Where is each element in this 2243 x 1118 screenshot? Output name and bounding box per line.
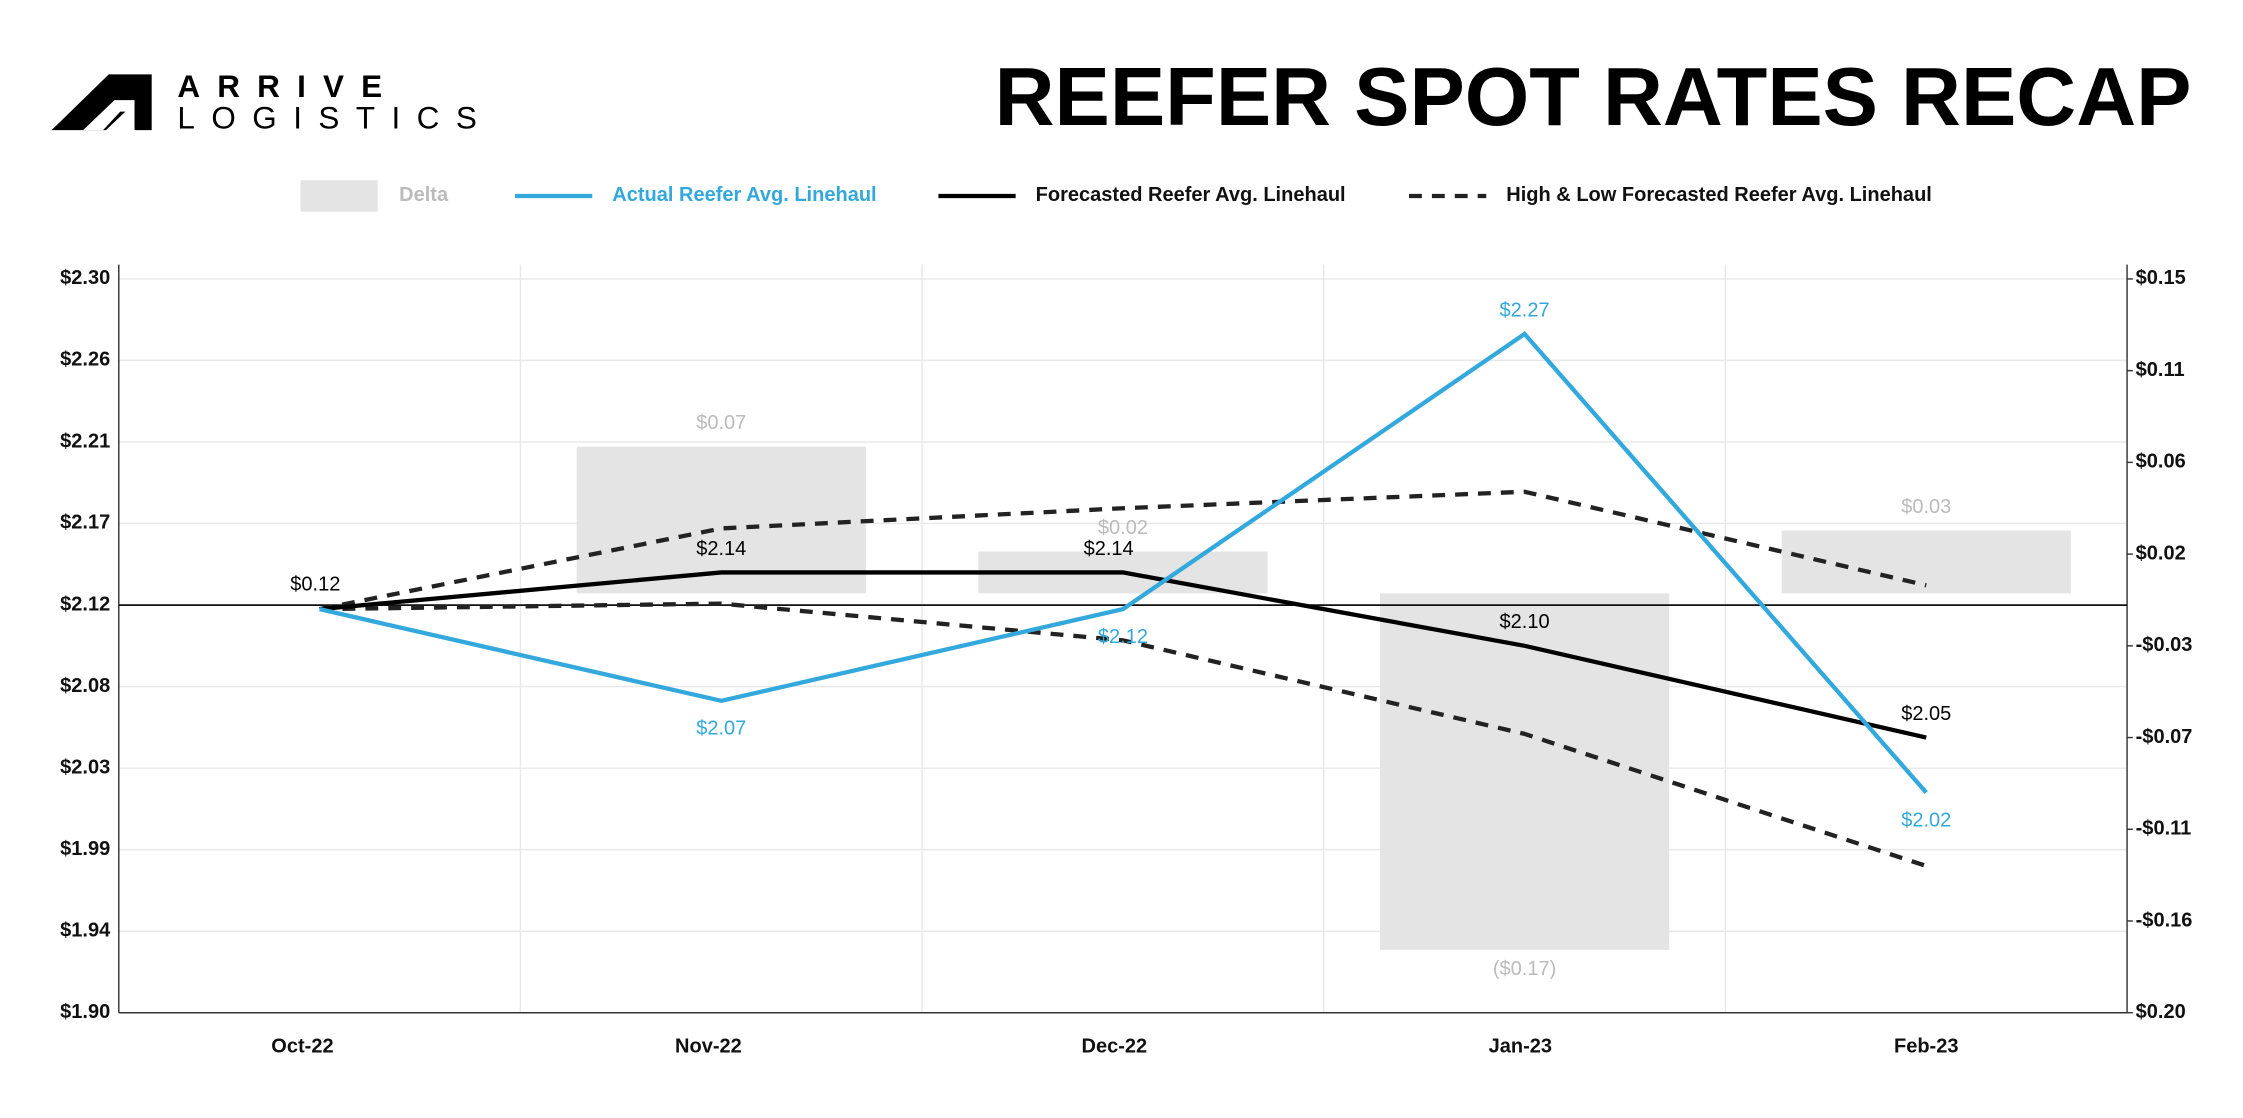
y2-tick-label: $0.02 bbox=[2136, 542, 2186, 564]
dashed-line bbox=[319, 489, 1927, 612]
legend-label: Actual Reefer Avg. Linehaul bbox=[612, 184, 876, 206]
line bbox=[319, 570, 1927, 740]
y2-tick-label: $0.15 bbox=[2136, 267, 2186, 289]
y-tick-label: $2.26 bbox=[60, 349, 110, 371]
delta-bar bbox=[1379, 593, 1670, 950]
x-tick-label: Nov-22 bbox=[675, 1035, 742, 1057]
y-tick-label: $2.08 bbox=[60, 675, 110, 697]
logo-mark bbox=[51, 74, 152, 131]
y2-tick-label: $0.20 bbox=[2136, 1001, 2186, 1023]
value-label: $2.02 bbox=[1901, 809, 1951, 831]
y-tick-label: $2.30 bbox=[60, 267, 110, 289]
delta-label: $0.07 bbox=[696, 412, 746, 434]
brand-sub: LOGISTICS bbox=[177, 100, 493, 135]
y-tick-label: $1.94 bbox=[60, 920, 111, 942]
logo: ARRIVE LOGISTICS bbox=[51, 69, 493, 135]
y2-tick-label: -$0.03 bbox=[2136, 634, 2193, 656]
y-tick-label: $2.12 bbox=[60, 593, 110, 615]
x-tick-label: Oct-22 bbox=[271, 1035, 333, 1057]
delta-bar bbox=[576, 446, 866, 594]
delta-label: $0.03 bbox=[1901, 496, 1951, 518]
x-tick-label: Dec-22 bbox=[1082, 1035, 1148, 1057]
value-label: $2.14 bbox=[696, 538, 746, 560]
annotation: $0.12 bbox=[290, 573, 340, 595]
legend-label: Delta bbox=[399, 184, 449, 206]
x-tick-label: Feb-23 bbox=[1894, 1035, 1959, 1057]
chart-title: REEFER SPOT RATES RECAP bbox=[995, 50, 2192, 143]
delta-label: ($0.17) bbox=[1493, 958, 1556, 980]
value-label: $2.10 bbox=[1500, 611, 1550, 633]
delta-bar bbox=[1781, 530, 2071, 594]
value-label: $2.05 bbox=[1901, 703, 1951, 725]
value-label: $2.12 bbox=[1098, 626, 1148, 648]
y2-tick-label: -$0.16 bbox=[2136, 909, 2193, 931]
y2-tick-label: -$0.11 bbox=[2136, 818, 2192, 840]
logo-cut bbox=[83, 100, 135, 131]
y2-tick-label: -$0.07 bbox=[2136, 726, 2193, 748]
dashed-line bbox=[319, 601, 1927, 869]
y-tick-label: $2.17 bbox=[60, 512, 110, 534]
brand-name: ARRIVE bbox=[177, 69, 399, 104]
delta-label: $0.02 bbox=[1098, 517, 1148, 539]
y2-tick-label: $0.11 bbox=[2136, 359, 2185, 381]
value-label: $2.14 bbox=[1084, 538, 1134, 560]
legend-label: Forecasted Reefer Avg. Linehaul bbox=[1036, 184, 1346, 206]
y-tick-label: $1.90 bbox=[60, 1001, 110, 1023]
legend-swatch bbox=[300, 180, 378, 212]
y2-tick-label: $0.06 bbox=[2136, 451, 2186, 473]
y-tick-label: $2.03 bbox=[60, 756, 110, 778]
value-label: $2.27 bbox=[1500, 299, 1550, 321]
x-tick-label: Jan-23 bbox=[1489, 1035, 1552, 1057]
legend-label: High & Low Forecasted Reefer Avg. Lineha… bbox=[1506, 184, 1932, 206]
value-label: $2.07 bbox=[696, 718, 746, 740]
y-tick-label: $2.21 bbox=[60, 430, 110, 452]
line bbox=[319, 331, 1928, 794]
y-tick-label: $1.99 bbox=[60, 838, 110, 860]
